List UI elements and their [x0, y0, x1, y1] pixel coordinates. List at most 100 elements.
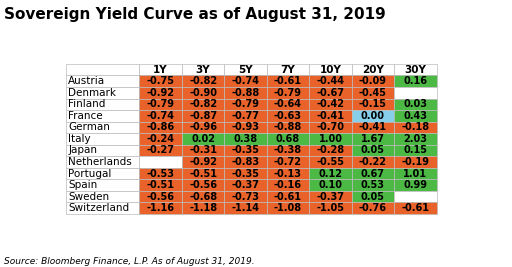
Bar	[139, 76, 182, 87]
Bar	[309, 99, 352, 110]
Text: -0.79: -0.79	[146, 99, 175, 109]
Bar	[267, 179, 309, 191]
Text: -0.27: -0.27	[146, 146, 175, 155]
Text: -0.82: -0.82	[189, 99, 217, 109]
Bar	[66, 122, 139, 133]
Text: -1.05: -1.05	[316, 203, 345, 213]
Text: -0.82: -0.82	[189, 76, 217, 86]
Bar	[267, 133, 309, 145]
Text: -0.93: -0.93	[231, 122, 260, 132]
Bar	[66, 202, 139, 214]
Bar	[394, 122, 437, 133]
Text: -0.61: -0.61	[401, 203, 430, 213]
Bar	[352, 64, 394, 76]
Bar	[394, 145, 437, 156]
Text: -0.72: -0.72	[274, 157, 302, 167]
Text: -0.88: -0.88	[274, 122, 302, 132]
Text: 30Y: 30Y	[404, 65, 426, 75]
Bar	[139, 168, 182, 179]
Text: 0.02: 0.02	[191, 134, 215, 144]
Bar	[66, 133, 139, 145]
Text: France: France	[69, 111, 103, 121]
Bar	[182, 133, 224, 145]
Bar	[182, 202, 224, 214]
Bar	[139, 64, 182, 76]
Text: -0.64: -0.64	[274, 99, 302, 109]
Bar	[66, 76, 139, 87]
Text: 0.15: 0.15	[403, 146, 428, 155]
Text: -0.42: -0.42	[316, 99, 345, 109]
Bar	[267, 168, 309, 179]
Bar	[352, 156, 394, 168]
Bar	[309, 145, 352, 156]
Bar	[394, 99, 437, 110]
Bar	[394, 133, 437, 145]
Bar	[224, 202, 267, 214]
Text: 1.67: 1.67	[361, 134, 385, 144]
Bar	[394, 156, 437, 168]
Bar	[394, 179, 437, 191]
Text: 0.43: 0.43	[403, 111, 428, 121]
Text: -1.14: -1.14	[231, 203, 260, 213]
Bar	[309, 64, 352, 76]
Bar	[139, 191, 182, 202]
Bar	[352, 99, 394, 110]
Bar	[267, 202, 309, 214]
Text: 2.03: 2.03	[403, 134, 428, 144]
Bar	[394, 76, 437, 87]
Text: -0.09: -0.09	[359, 76, 387, 86]
Bar	[182, 156, 224, 168]
Bar	[66, 110, 139, 122]
Bar	[182, 87, 224, 99]
Bar	[224, 145, 267, 156]
Bar	[224, 122, 267, 133]
Bar	[66, 179, 139, 191]
Text: Japan: Japan	[69, 146, 97, 155]
Text: 5Y: 5Y	[238, 65, 253, 75]
Text: 1.01: 1.01	[403, 168, 428, 179]
Bar	[224, 191, 267, 202]
Bar	[224, 156, 267, 168]
Text: 1.00: 1.00	[318, 134, 343, 144]
Bar	[224, 133, 267, 145]
Text: -0.61: -0.61	[274, 76, 302, 86]
Text: -0.92: -0.92	[189, 157, 217, 167]
Bar	[182, 145, 224, 156]
Text: 0.05: 0.05	[361, 192, 385, 202]
Text: -0.90: -0.90	[189, 88, 217, 98]
Bar	[309, 133, 352, 145]
Bar	[352, 76, 394, 87]
Bar	[352, 179, 394, 191]
Text: -0.79: -0.79	[231, 99, 260, 109]
Bar	[309, 110, 352, 122]
Bar	[267, 145, 309, 156]
Bar	[394, 64, 437, 76]
Bar	[224, 99, 267, 110]
Bar	[352, 133, 394, 145]
Text: 0.67: 0.67	[361, 168, 385, 179]
Text: -0.41: -0.41	[359, 122, 387, 132]
Bar	[182, 64, 224, 76]
Text: 1Y: 1Y	[153, 65, 168, 75]
Text: -0.24: -0.24	[146, 134, 175, 144]
Bar	[309, 122, 352, 133]
Text: -0.74: -0.74	[146, 111, 175, 121]
Text: -0.79: -0.79	[274, 88, 302, 98]
Text: -1.16: -1.16	[146, 203, 175, 213]
Bar	[224, 110, 267, 122]
Bar	[309, 202, 352, 214]
Text: -0.87: -0.87	[189, 111, 217, 121]
Bar	[182, 110, 224, 122]
Text: Netherlands: Netherlands	[69, 157, 132, 167]
Text: 0.10: 0.10	[318, 180, 343, 190]
Text: 3Y: 3Y	[196, 65, 210, 75]
Text: -0.73: -0.73	[231, 192, 260, 202]
Bar	[139, 87, 182, 99]
Text: 0.53: 0.53	[361, 180, 385, 190]
Bar	[66, 145, 139, 156]
Bar	[394, 202, 437, 214]
Text: 0.38: 0.38	[233, 134, 258, 144]
Text: -0.68: -0.68	[189, 192, 217, 202]
Bar	[182, 76, 224, 87]
Text: 0.16: 0.16	[403, 76, 428, 86]
